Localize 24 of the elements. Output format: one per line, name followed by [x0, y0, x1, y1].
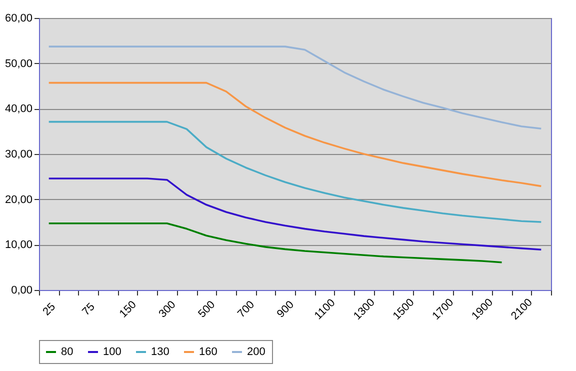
- y-tick-label: 0,00: [11, 284, 32, 296]
- y-tick-label: 60,00: [4, 12, 32, 24]
- legend-label: 100: [103, 346, 122, 358]
- legend-label: 80: [61, 346, 74, 358]
- line-series: [48, 178, 542, 251]
- line-series: [48, 46, 542, 130]
- x-tick-label: 300: [156, 298, 178, 320]
- y-tick-label: 40,00: [4, 103, 32, 116]
- y-tick-label: 10,00: [4, 239, 32, 252]
- x-tick-label: 75: [80, 300, 98, 318]
- y-tick-label: 20,00: [4, 194, 32, 206]
- y-tick-label: 30,00: [4, 148, 32, 160]
- legend-label: 160: [199, 346, 218, 358]
- line-series: [48, 222, 503, 264]
- x-tick-label: 700: [236, 298, 258, 320]
- line-series: [48, 120, 542, 223]
- x-tick-label: 150: [117, 298, 139, 320]
- line-series: [48, 82, 542, 188]
- x-tick-label: 500: [196, 298, 218, 320]
- y-tick-label: 50,00: [4, 58, 32, 70]
- legend-label: 200: [247, 346, 266, 358]
- legend-label: 130: [151, 346, 170, 358]
- x-tick-label: 25: [40, 300, 58, 318]
- x-tick-label: 900: [274, 298, 296, 320]
